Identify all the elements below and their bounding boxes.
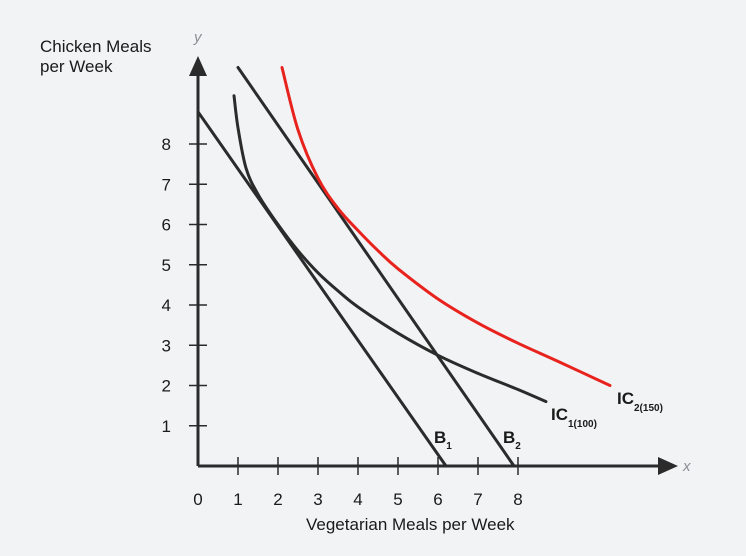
label-IC2-sub: 2(150) [634, 403, 663, 414]
x-tick-label: 0 [193, 490, 202, 509]
x-tick-label: 5 [393, 490, 402, 509]
curve-labels-layer: B1 B2 IC1(100) IC2(150) [434, 389, 663, 452]
y-tick-label: 6 [162, 216, 171, 235]
y-axis-title-line2: per Week [40, 57, 113, 76]
series-b1-line [196, 110, 448, 468]
x-axis-arrowhead [658, 457, 678, 475]
label-IC1-main: IC [551, 405, 568, 424]
label-B1-sub: 1 [446, 441, 452, 452]
label-B2: B2 [503, 428, 521, 452]
x-tick-label: 7 [473, 490, 482, 509]
series-ic1100-line [232, 94, 548, 404]
label-IC2-main: IC [617, 389, 634, 408]
x-tick-label: 6 [433, 490, 442, 509]
label-IC1: IC1(100) [551, 405, 597, 430]
label-B2-main: B [503, 428, 515, 447]
x-tick-label: 3 [313, 490, 322, 509]
label-B2-sub: 2 [515, 441, 521, 452]
x-tick-label: 2 [273, 490, 282, 509]
x-tick-label: 1 [233, 490, 242, 509]
label-B1: B1 [434, 428, 452, 452]
label-IC1-sub: 1(100) [568, 419, 597, 430]
y-tick-label: 3 [162, 336, 171, 355]
y-axis-arrowhead [189, 56, 207, 76]
label-B1-main: B [434, 428, 446, 447]
label-IC2: IC2(150) [617, 389, 663, 414]
y-tick-label: 8 [162, 135, 171, 154]
axes-layer: 0 1 2 3 4 5 6 7 8 1 2 3 4 5 6 7 8 [162, 56, 678, 509]
y-axis-letter: y [193, 29, 203, 46]
y-tick-label: 1 [162, 417, 171, 436]
y-tick-label: 4 [162, 296, 171, 315]
y-tick-label: 7 [162, 175, 171, 194]
x-tick-label: 4 [353, 490, 362, 509]
y-tick-label: 5 [162, 256, 171, 275]
y-tick-label: 2 [162, 377, 171, 396]
y-axis-title-line1: Chicken Meals [40, 37, 152, 56]
x-axis-letter: x [682, 458, 691, 475]
x-axis-title: Vegetarian Meals per Week [306, 515, 515, 534]
series-ic2150-line [280, 66, 612, 387]
ticks-layer: 0 1 2 3 4 5 6 7 8 1 2 3 4 5 6 7 8 [162, 135, 523, 509]
x-tick-label: 8 [513, 490, 522, 509]
curves-layer [196, 66, 612, 468]
series-b2-line [236, 66, 516, 468]
